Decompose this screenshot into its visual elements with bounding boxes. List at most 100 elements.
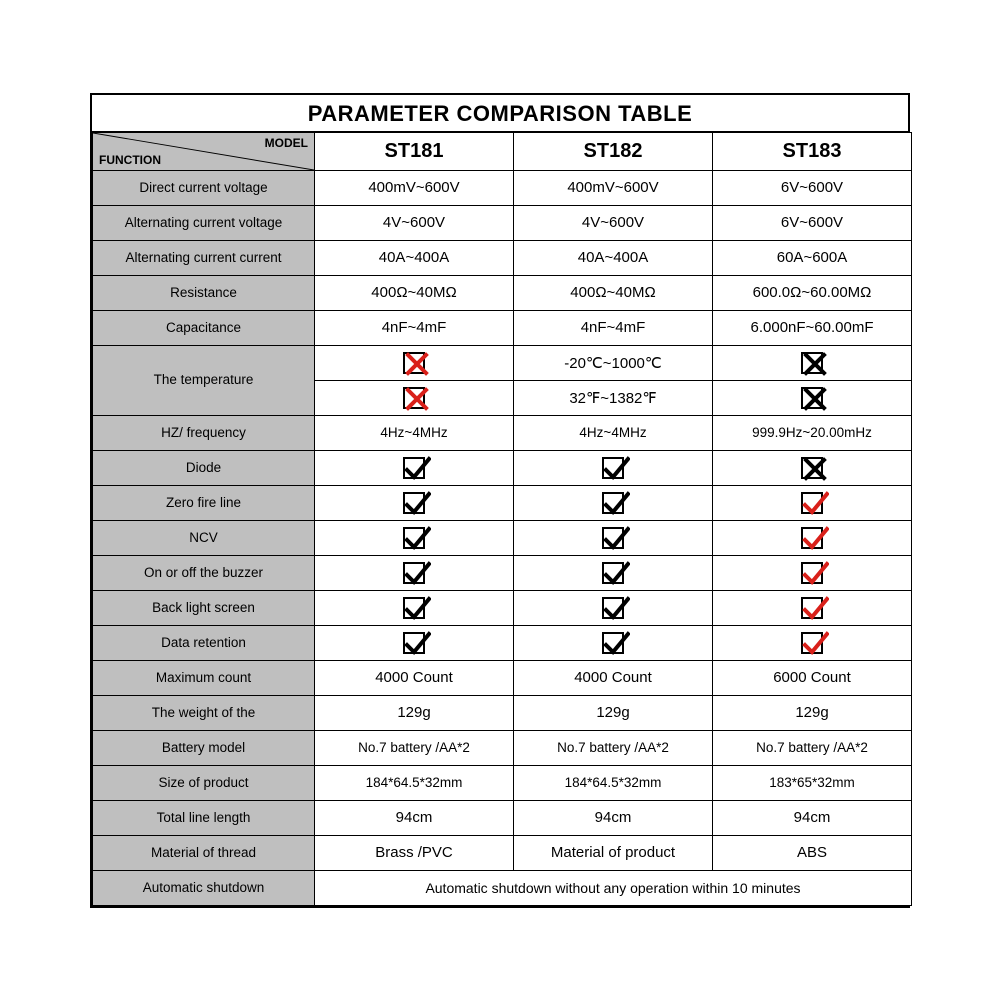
value-cell: 4Hz~4MHz bbox=[315, 415, 514, 450]
check-black-icon bbox=[403, 492, 425, 514]
model-header-2: ST183 bbox=[713, 132, 912, 170]
value-cell: 4nF~4mF bbox=[315, 310, 514, 345]
x-black-icon bbox=[801, 457, 823, 479]
table-row: The weight of the129g129g129g bbox=[93, 695, 912, 730]
function-cell: Maximum count bbox=[93, 660, 315, 695]
value-cell bbox=[315, 450, 514, 485]
function-cell: Automatic shutdown bbox=[93, 870, 315, 905]
check-red-icon bbox=[801, 492, 823, 514]
function-cell: On or off the buzzer bbox=[93, 555, 315, 590]
value-cell: 400Ω~40MΩ bbox=[514, 275, 713, 310]
x-black-icon bbox=[801, 352, 823, 374]
value-cell: 4000 Count bbox=[514, 660, 713, 695]
value-cell bbox=[713, 380, 912, 415]
value-cell bbox=[315, 590, 514, 625]
table-row: Data retention bbox=[93, 625, 912, 660]
value-cell: 6.000nF~60.00mF bbox=[713, 310, 912, 345]
value-cell bbox=[315, 485, 514, 520]
table-row: Diode bbox=[93, 450, 912, 485]
function-cell: Direct current voltage bbox=[93, 170, 315, 205]
table-row: Zero fire line bbox=[93, 485, 912, 520]
check-black-icon bbox=[602, 597, 624, 619]
function-cell: The weight of the bbox=[93, 695, 315, 730]
check-black-icon bbox=[602, 632, 624, 654]
table-row: Alternating current voltage4V~600V4V~600… bbox=[93, 205, 912, 240]
table-row: Total line length94cm94cm94cm bbox=[93, 800, 912, 835]
function-cell: HZ/ frequency bbox=[93, 415, 315, 450]
check-red-icon bbox=[801, 632, 823, 654]
value-cell: 184*64.5*32mm bbox=[315, 765, 514, 800]
value-cell bbox=[713, 520, 912, 555]
function-cell: Diode bbox=[93, 450, 315, 485]
function-cell: Resistance bbox=[93, 275, 315, 310]
comparison-table: MODEL FUNCTION ST181ST182ST183 Direct cu… bbox=[92, 132, 912, 906]
value-cell bbox=[514, 485, 713, 520]
value-cell: ABS bbox=[713, 835, 912, 870]
value-cell: 4000 Count bbox=[315, 660, 514, 695]
value-cell: No.7 battery /AA*2 bbox=[315, 730, 514, 765]
check-black-icon bbox=[602, 492, 624, 514]
value-cell: 183*65*32mm bbox=[713, 765, 912, 800]
table-row: On or off the buzzer bbox=[93, 555, 912, 590]
value-cell: 6000 Count bbox=[713, 660, 912, 695]
value-cell: 40A~400A bbox=[514, 240, 713, 275]
x-red-icon bbox=[403, 387, 425, 409]
value-cell: No.7 battery /AA*2 bbox=[514, 730, 713, 765]
value-cell: 6V~600V bbox=[713, 205, 912, 240]
value-cell: 129g bbox=[514, 695, 713, 730]
value-cell: 129g bbox=[713, 695, 912, 730]
table-title: PARAMETER COMPARISON TABLE bbox=[92, 95, 908, 132]
model-label: MODEL bbox=[265, 136, 308, 150]
function-label: FUNCTION bbox=[99, 153, 161, 167]
check-black-icon bbox=[403, 632, 425, 654]
value-cell: 40A~400A bbox=[315, 240, 514, 275]
x-black-icon bbox=[801, 387, 823, 409]
value-cell: 94cm bbox=[713, 800, 912, 835]
table-row: NCV bbox=[93, 520, 912, 555]
table-row: Maximum count4000 Count4000 Count6000 Co… bbox=[93, 660, 912, 695]
value-cell: 400mV~600V bbox=[514, 170, 713, 205]
table-row: The temperature -20℃~1000℃ bbox=[93, 345, 912, 380]
function-cell: Battery model bbox=[93, 730, 315, 765]
function-cell: Alternating current current bbox=[93, 240, 315, 275]
x-red-icon bbox=[403, 352, 425, 374]
value-cell bbox=[315, 625, 514, 660]
value-cell bbox=[514, 555, 713, 590]
value-cell: Automatic shutdown without any operation… bbox=[315, 870, 912, 905]
table-row: Size of product184*64.5*32mm184*64.5*32m… bbox=[93, 765, 912, 800]
value-cell: 600.0Ω~60.00MΩ bbox=[713, 275, 912, 310]
value-cell bbox=[713, 555, 912, 590]
value-cell bbox=[315, 520, 514, 555]
value-cell bbox=[713, 485, 912, 520]
function-cell: Alternating current voltage bbox=[93, 205, 315, 240]
function-cell: Zero fire line bbox=[93, 485, 315, 520]
function-cell: NCV bbox=[93, 520, 315, 555]
value-cell: -20℃~1000℃ bbox=[514, 345, 713, 380]
function-model-header: MODEL FUNCTION bbox=[93, 132, 315, 170]
value-cell: No.7 battery /AA*2 bbox=[713, 730, 912, 765]
value-cell bbox=[514, 590, 713, 625]
table-row: Capacitance4nF~4mF4nF~4mF6.000nF~60.00mF bbox=[93, 310, 912, 345]
value-cell: 4Hz~4MHz bbox=[514, 415, 713, 450]
check-black-icon bbox=[602, 527, 624, 549]
value-cell: 184*64.5*32mm bbox=[514, 765, 713, 800]
value-cell: 32℉~1382℉ bbox=[514, 380, 713, 415]
check-black-icon bbox=[403, 597, 425, 619]
value-cell: 94cm bbox=[315, 800, 514, 835]
check-black-icon bbox=[602, 457, 624, 479]
value-cell bbox=[713, 450, 912, 485]
function-cell: The temperature bbox=[93, 345, 315, 415]
value-cell: 4V~600V bbox=[514, 205, 713, 240]
function-cell: Data retention bbox=[93, 625, 315, 660]
value-cell: 4V~600V bbox=[315, 205, 514, 240]
table-row: Battery modelNo.7 battery /AA*2No.7 batt… bbox=[93, 730, 912, 765]
check-black-icon bbox=[602, 562, 624, 584]
value-cell bbox=[514, 450, 713, 485]
value-cell: 6V~600V bbox=[713, 170, 912, 205]
check-red-icon bbox=[801, 527, 823, 549]
model-header-1: ST182 bbox=[514, 132, 713, 170]
model-header-0: ST181 bbox=[315, 132, 514, 170]
value-cell: 60A~600A bbox=[713, 240, 912, 275]
value-cell: 4nF~4mF bbox=[514, 310, 713, 345]
value-cell bbox=[713, 345, 912, 380]
